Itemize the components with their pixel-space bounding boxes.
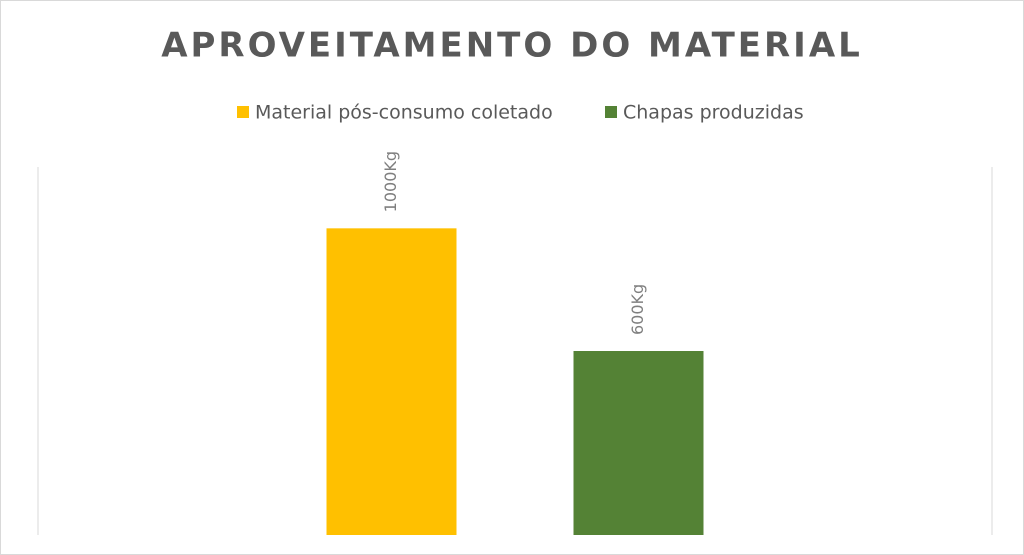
value-label: 1000Kg [381,151,400,212]
chart-title: APROVEITAMENTO DO MATERIAL [161,26,863,66]
bar [573,351,704,535]
value-label: 600Kg [628,284,647,335]
legend-label: Material pós-consumo coletado [255,102,553,124]
legend-swatch [605,106,617,118]
bar [326,228,457,536]
legend-label: Chapas produzidas [623,102,804,124]
legend-swatch [237,106,249,118]
